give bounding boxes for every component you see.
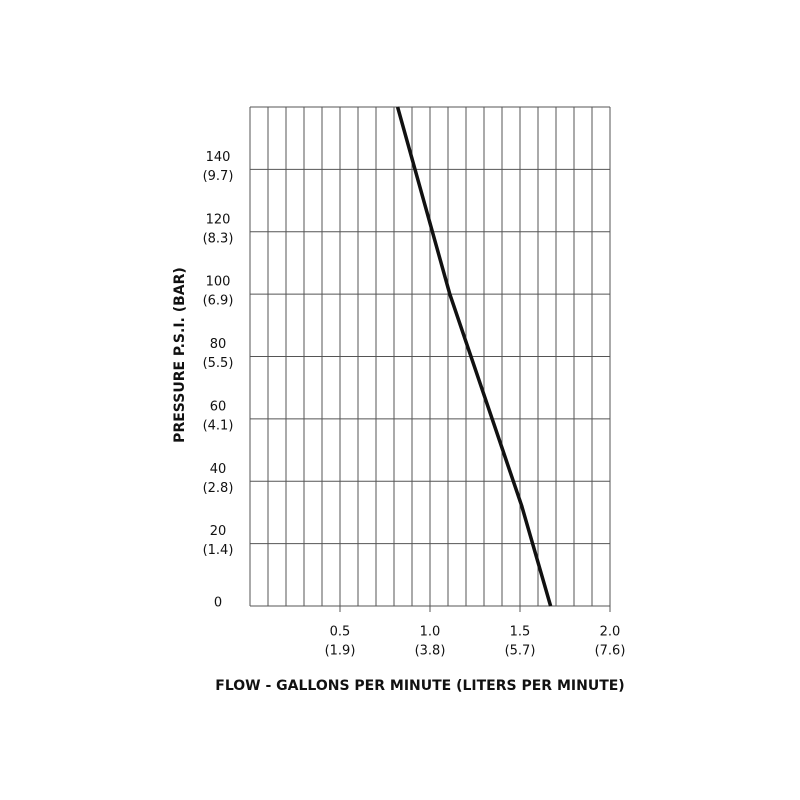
x-tick-label: 0.5 bbox=[330, 625, 351, 640]
x-tick-secondary-label: (7.6) bbox=[595, 644, 626, 659]
y-tick-label: 80 bbox=[210, 337, 227, 352]
y-axis-label: PRESSURE P.S.I. (BAR) bbox=[172, 267, 188, 443]
x-tick-secondary-label: (3.8) bbox=[415, 644, 446, 659]
x-tick-secondary-label: (1.9) bbox=[325, 644, 356, 659]
x-tick-label: 1.5 bbox=[510, 625, 531, 640]
y-tick-secondary-label: (5.5) bbox=[203, 356, 234, 371]
y-tick-label: 20 bbox=[210, 524, 227, 539]
y-tick-label: 140 bbox=[206, 150, 231, 165]
y-tick-label: 120 bbox=[206, 212, 231, 227]
flow-curve bbox=[395, 106, 553, 607]
x-tick-label: 1.0 bbox=[420, 625, 441, 640]
y-tick-label: 40 bbox=[210, 462, 227, 477]
y-tick-secondary-label: (9.7) bbox=[203, 169, 234, 184]
y-tick-secondary-label: (6.9) bbox=[203, 294, 234, 309]
y-tick-secondary-label: (4.1) bbox=[203, 418, 234, 433]
y-tick-secondary-label: (2.8) bbox=[203, 481, 234, 496]
y-tick-label: 60 bbox=[210, 399, 227, 414]
x-axis-label: FLOW - GALLONS PER MINUTE (LITERS PER MI… bbox=[215, 678, 624, 694]
y-tick-secondary-label: (8.3) bbox=[203, 231, 234, 246]
x-tick-label: 2.0 bbox=[600, 625, 621, 640]
y-tick-secondary-label: (1.4) bbox=[203, 543, 234, 558]
y-tick-label: 100 bbox=[206, 275, 231, 290]
y-tick-label: 0 bbox=[214, 596, 222, 611]
x-tick-secondary-label: (5.7) bbox=[505, 644, 536, 659]
